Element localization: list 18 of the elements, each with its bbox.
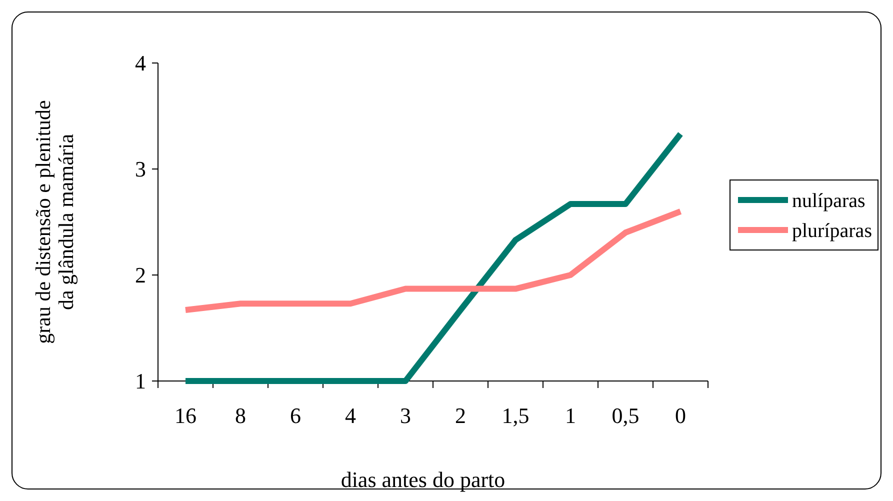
x-tick-label: 2 — [455, 403, 466, 428]
x-tick-label: 4 — [345, 403, 356, 428]
y-tick-label: 4 — [135, 50, 146, 76]
x-tick-label: 0,5 — [612, 403, 640, 428]
y-axis-title: grau de distensão e plenitude da glândula mamária — [31, 100, 78, 344]
y-tick-label: 2 — [135, 262, 146, 288]
x-tick-label: 1 — [565, 403, 576, 428]
x-axis-title: dias antes do parto — [340, 467, 506, 492]
legend-label: nulíparas — [792, 190, 866, 212]
y-tick-label: 1 — [135, 368, 146, 394]
x-tick-label: 6 — [290, 403, 301, 428]
x-tick-label: 1,5 — [502, 403, 530, 428]
x-tick-label: 16 — [174, 403, 196, 428]
x-tick-label: 3 — [400, 403, 411, 428]
y-tick-label: 3 — [135, 156, 146, 182]
x-tick-label: 0 — [675, 403, 686, 428]
legend-label: pluríparas — [792, 220, 872, 242]
x-tick-label: 8 — [235, 403, 246, 428]
